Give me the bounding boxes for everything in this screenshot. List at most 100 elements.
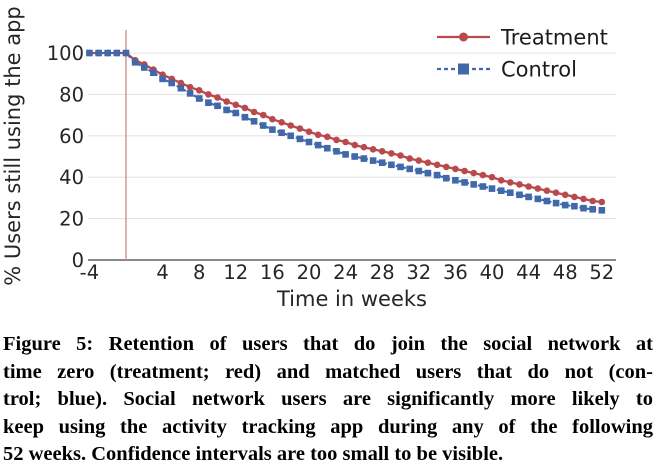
data-point-marker	[571, 193, 578, 201]
data-point-marker	[195, 95, 203, 102]
y-axis-title: % Users still using the app	[1, 6, 25, 286]
legend-item-treatment: Treatment	[437, 26, 608, 50]
data-point-marker	[186, 83, 194, 91]
data-point-marker	[470, 169, 478, 177]
data-point-marker	[580, 204, 587, 212]
data-point-marker	[507, 189, 514, 196]
data-point-marker	[186, 90, 194, 97]
control-series	[86, 49, 606, 214]
data-point-marker	[479, 171, 487, 179]
data-point-marker	[177, 79, 185, 87]
y-tick-label: 80	[59, 83, 84, 106]
y-tick-label: 60	[59, 125, 84, 148]
data-point-marker	[131, 59, 139, 66]
figure-caption: Figure 5: Retention of users that do joi…	[3, 331, 653, 469]
data-point-marker	[150, 69, 157, 76]
data-point-marker	[104, 49, 111, 57]
data-point-marker	[552, 199, 560, 207]
data-point-marker	[488, 185, 496, 192]
data-point-marker	[232, 109, 240, 117]
x-axis-title: Time in weeks	[276, 287, 427, 311]
data-point-marker	[452, 165, 459, 173]
data-point-marker	[443, 163, 450, 171]
data-point-marker	[278, 129, 285, 136]
x-tick-labels: -4 4 8 12 16 20 24 28 32 36 40 44 48 52	[80, 261, 615, 284]
data-point-marker	[305, 128, 313, 135]
data-point-marker	[205, 99, 212, 106]
x-tick-label: 16	[260, 261, 285, 284]
data-point-marker	[333, 136, 340, 144]
data-point-marker	[561, 201, 569, 209]
data-point-marker	[314, 141, 322, 149]
data-point-marker	[241, 104, 249, 112]
data-point-marker	[580, 195, 587, 203]
data-point-marker	[296, 125, 304, 132]
caption-line: time zero (treatment; red) and matched u…	[3, 360, 653, 383]
data-point-marker	[250, 108, 258, 116]
data-point-marker	[378, 148, 386, 155]
data-point-marker	[342, 138, 349, 146]
data-point-marker	[461, 179, 468, 186]
data-point-marker	[214, 94, 221, 101]
data-point-marker	[488, 173, 496, 181]
data-point-marker	[388, 161, 395, 169]
x-tick-label: 48	[553, 261, 578, 284]
legend-label: Treatment	[500, 26, 608, 50]
y-tick-label: 100	[47, 42, 84, 65]
y-tick-labels: 0 20 40 60 80 100	[47, 42, 84, 272]
x-tick-label: 36	[443, 261, 468, 284]
y-tick-label: 40	[59, 166, 84, 189]
data-point-marker	[388, 150, 395, 157]
y-tick-label: 0	[72, 249, 84, 272]
x-tick-label: 28	[370, 261, 395, 284]
data-point-marker	[342, 151, 349, 158]
x-tick-label: 40	[480, 261, 505, 284]
data-point-marker	[433, 171, 441, 179]
data-point-marker	[168, 79, 175, 87]
data-point-marker	[360, 155, 368, 162]
data-point-marker	[571, 202, 578, 210]
data-point-marker	[479, 183, 487, 190]
gridlines	[88, 52, 616, 220]
data-point-marker	[287, 122, 295, 129]
data-point-marker	[269, 115, 276, 123]
data-point-marker	[378, 159, 386, 166]
legend: Treatment Control	[437, 26, 608, 82]
x-tick-label: -4	[80, 261, 99, 284]
caption-line: Figure 5: Retention of users that do joi…	[3, 333, 653, 355]
x-tick-label: 52	[589, 261, 614, 284]
data-point-marker	[525, 193, 532, 201]
y-tick-label: 20	[59, 208, 84, 231]
data-point-marker	[525, 183, 532, 190]
x-tick-label: 20	[297, 261, 322, 284]
caption-line: 52 weeks. Confidence intervals are too s…	[3, 443, 504, 466]
legend-marker	[459, 32, 468, 42]
data-point-marker	[561, 191, 569, 199]
data-point-marker	[534, 185, 542, 192]
data-point-marker	[598, 207, 606, 214]
data-point-marker	[369, 157, 377, 164]
x-tick-label: 12	[223, 261, 248, 284]
data-point-marker	[141, 64, 148, 71]
data-point-marker	[589, 197, 596, 205]
data-point-marker	[360, 143, 368, 151]
data-point-marker	[415, 167, 423, 175]
data-point-marker	[397, 152, 404, 159]
data-point-marker	[461, 167, 468, 175]
legend-marker	[458, 63, 469, 75]
x-tick-label: 32	[406, 261, 431, 284]
data-point-marker	[113, 49, 121, 57]
data-point-marker	[552, 189, 560, 196]
data-point-marker	[232, 101, 240, 109]
data-point-marker	[278, 119, 285, 126]
x-tick-label: 24	[333, 261, 358, 284]
data-point-marker	[397, 163, 404, 171]
data-point-marker	[296, 135, 304, 143]
data-point-marker	[195, 87, 203, 94]
data-point-marker	[86, 49, 93, 57]
data-point-marker	[159, 75, 166, 83]
data-point-marker	[324, 133, 331, 141]
data-point-marker	[241, 113, 249, 121]
data-point-marker	[497, 187, 505, 194]
